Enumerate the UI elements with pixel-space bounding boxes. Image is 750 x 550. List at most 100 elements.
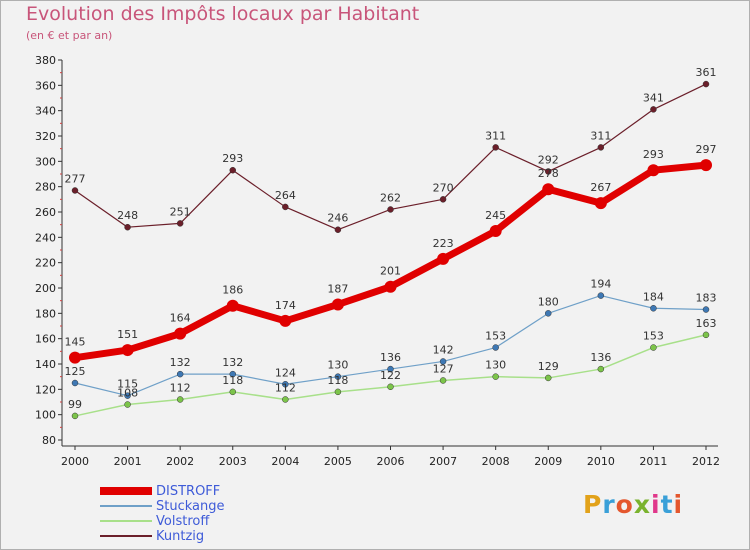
data-label-distroff: 297 <box>696 143 717 156</box>
data-point-volstroff <box>176 396 184 403</box>
data-label-volstroff: 129 <box>538 360 559 373</box>
data-label-distroff: 293 <box>643 148 664 161</box>
data-label-distroff: 187 <box>327 282 348 295</box>
series-layer <box>69 80 712 420</box>
data-point-volstroff <box>124 401 131 408</box>
data-point-volstroff <box>492 373 499 380</box>
data-label-kuntzig: 262 <box>380 191 401 204</box>
data-point-kuntzig <box>702 80 710 88</box>
y-tick-label: 320 <box>35 130 56 143</box>
data-labels-layer: 277 248 251 293 264 246 262 270 311 292 311 341 361 1… <box>65 66 717 411</box>
data-point-distroff <box>69 351 81 364</box>
data-label-volstroff: 112 <box>170 381 191 394</box>
data-label-kuntzig: 311 <box>590 129 611 142</box>
data-label-kuntzig: 251 <box>170 205 191 218</box>
data-point-kuntzig <box>334 226 342 233</box>
x-tick-label: 2002 <box>166 455 194 468</box>
data-label-distroff: 267 <box>590 181 611 194</box>
y-tick-label: 260 <box>35 206 56 219</box>
data-label-stuckange: 184 <box>643 290 664 303</box>
data-label-volstroff: 130 <box>485 359 506 372</box>
data-label-distroff: 245 <box>485 209 506 222</box>
data-point-distroff <box>384 280 397 293</box>
data-point-stuckange <box>176 370 184 378</box>
data-point-stuckange <box>229 370 236 378</box>
data-label-stuckange: 136 <box>380 351 401 364</box>
data-point-kuntzig <box>71 187 79 194</box>
y-tick-label: 220 <box>35 257 56 270</box>
data-label-distroff: 186 <box>222 284 243 297</box>
data-point-distroff <box>121 344 134 357</box>
data-point-kuntzig <box>492 144 499 151</box>
data-point-distroff <box>437 252 450 265</box>
data-point-kuntzig <box>439 196 447 203</box>
y-tick-label: 140 <box>35 358 56 371</box>
chart-title: Evolution des Impôts locaux par Habitant <box>26 3 420 25</box>
data-label-stuckange: 194 <box>590 278 611 291</box>
data-point-stuckange <box>545 310 552 317</box>
x-tick-label: 2007 <box>429 455 457 468</box>
data-point-kuntzig <box>176 220 184 227</box>
data-point-stuckange <box>124 392 131 399</box>
x-tick-label: 2006 <box>377 455 405 468</box>
data-point-stuckange <box>492 344 499 351</box>
x-tick-label: 2001 <box>114 455 142 468</box>
y-tick-label: 240 <box>35 231 56 244</box>
y-tick-label: 300 <box>35 155 56 168</box>
data-label-stuckange: 180 <box>538 295 559 308</box>
x-tick-label: 2011 <box>639 455 667 468</box>
proxiti-logo: Proxiti <box>583 490 684 519</box>
data-label-volstroff: 118 <box>222 374 243 387</box>
data-point-stuckange <box>439 358 447 365</box>
x-tick-label: 2012 <box>692 455 720 468</box>
data-label-kuntzig: 270 <box>433 181 454 194</box>
data-label-stuckange: 153 <box>485 330 506 343</box>
y-tick-label: 160 <box>35 333 56 346</box>
data-label-distroff: 151 <box>117 328 138 341</box>
data-point-volstroff <box>545 374 552 382</box>
data-point-distroff <box>647 164 660 177</box>
x-tick-label: 2008 <box>482 455 510 468</box>
data-point-kuntzig <box>545 168 552 175</box>
data-point-distroff <box>700 159 712 172</box>
data-label-kuntzig: 248 <box>117 209 138 222</box>
y-tick-label: 380 <box>35 54 56 67</box>
data-label-distroff: 223 <box>433 237 454 250</box>
data-point-volstroff <box>597 365 605 373</box>
data-point-distroff <box>331 298 344 311</box>
x-tick-label: 2003 <box>219 455 247 468</box>
x-tick-label: 2009 <box>534 455 562 468</box>
y-tick-label: 200 <box>35 282 56 295</box>
data-point-volstroff <box>387 383 394 391</box>
data-label-volstroff: 118 <box>327 374 348 387</box>
data-point-kuntzig <box>124 223 131 231</box>
data-point-volstroff <box>282 396 289 403</box>
data-label-volstroff: 108 <box>117 387 138 400</box>
data-label-volstroff: 127 <box>433 362 454 375</box>
data-label-volstroff: 112 <box>275 381 296 394</box>
y-tick-label: 180 <box>35 307 56 320</box>
x-tick-label: 2000 <box>61 455 89 468</box>
data-point-stuckange <box>71 379 79 387</box>
data-point-volstroff <box>702 331 710 339</box>
data-label-kuntzig: 293 <box>222 152 243 165</box>
data-point-distroff <box>174 327 187 340</box>
legend-label-distroff: DISTROFF <box>156 484 221 499</box>
data-label-distroff: 174 <box>275 299 296 312</box>
data-point-stuckange <box>597 292 605 299</box>
legend-swatch-distroff <box>100 486 152 496</box>
chart-axes: 80 100 120 140 160 180 200 220 240 260 280 300 320 34… <box>35 54 720 468</box>
data-point-volstroff <box>650 344 657 351</box>
data-point-volstroff <box>439 377 447 384</box>
legend-label-volstroff: Volstroff <box>156 514 210 529</box>
data-point-kuntzig <box>650 106 657 113</box>
y-tick-label: 280 <box>35 181 56 194</box>
y-tick-label: 100 <box>35 409 56 422</box>
data-label-stuckange: 142 <box>433 343 454 356</box>
data-point-distroff <box>226 299 239 312</box>
data-label-stuckange: 132 <box>222 356 243 369</box>
x-tick-label: 2005 <box>324 455 352 468</box>
data-label-kuntzig: 277 <box>65 172 86 185</box>
y-tick-label: 120 <box>35 383 56 396</box>
